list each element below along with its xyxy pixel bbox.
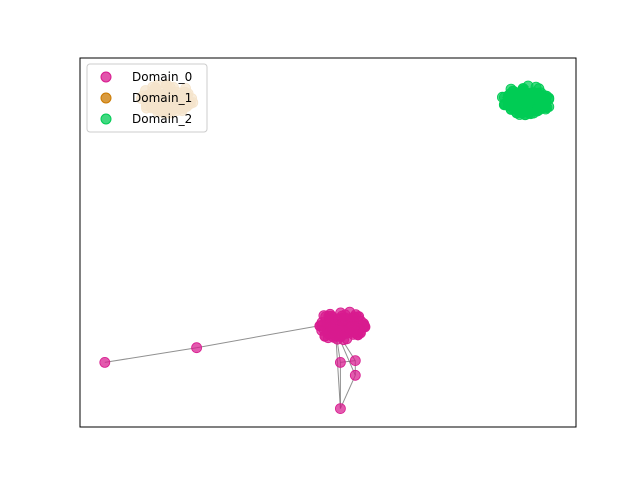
- node-domain_0: [348, 311, 360, 323]
- node-domain_0: [349, 355, 361, 367]
- node-domain_0: [349, 369, 361, 381]
- legend-label-domain-0: Domain_0: [132, 70, 192, 84]
- legend-label-domain-1: Domain_1: [132, 91, 192, 105]
- node-domain_0: [99, 356, 111, 368]
- node-domain_2: [535, 102, 546, 114]
- plot-frame: [79, 57, 577, 428]
- node-domain_2: [530, 81, 542, 93]
- legend-label-domain-2: Domain_2: [132, 112, 192, 126]
- legend: Domain_0 Domain_1 Domain_2: [86, 63, 208, 133]
- legend-marker-domain-2: [100, 113, 112, 125]
- node-domain_2: [503, 100, 515, 111]
- edge-domain_0: [196, 325, 321, 349]
- node-domain_0: [339, 312, 351, 324]
- node-domain_0: [324, 319, 336, 331]
- node-domain_2: [536, 91, 548, 103]
- edge-domain_0: [339, 375, 356, 409]
- node-domain_0: [344, 323, 356, 335]
- node-domain_0: [315, 320, 327, 331]
- node-domain_0: [334, 356, 346, 368]
- node-domain_0: [319, 330, 331, 342]
- node-domain_2: [516, 93, 528, 105]
- node-domain_0: [359, 321, 371, 333]
- node-domain_0: [338, 334, 350, 346]
- node-domain_0: [334, 403, 346, 415]
- legend-marker-domain-1: [100, 92, 112, 104]
- node-domain_2: [517, 83, 529, 94]
- legend-box: [86, 63, 208, 133]
- edge-domain_0: [104, 347, 197, 363]
- node-domain_2: [526, 91, 538, 102]
- legend-marker-domain-0: [100, 71, 112, 83]
- node-domain_0: [191, 342, 203, 354]
